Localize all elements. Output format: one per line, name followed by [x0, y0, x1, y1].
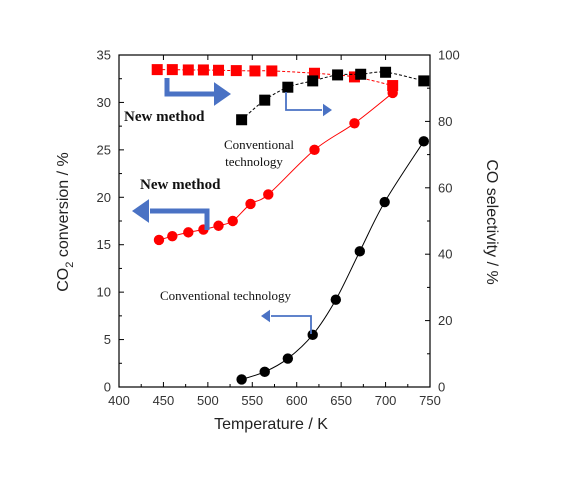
arrows-layer — [132, 78, 332, 334]
y-right-tick-label: 20 — [438, 313, 452, 328]
y-left-title-co: CO — [55, 268, 72, 292]
arrow-new-method-top-shaft — [164, 78, 214, 97]
annotation-conventional-top-line1: Conventional — [224, 137, 294, 152]
y-right-tick-label: 0 — [438, 380, 445, 395]
data-point — [387, 80, 399, 92]
y-right-tick-label: 80 — [438, 114, 452, 129]
data-point — [330, 294, 342, 305]
data-point — [230, 65, 242, 77]
y-right-tick-label: 40 — [438, 247, 452, 262]
y-left-tick-label: 25 — [97, 142, 111, 157]
y-right-axis-title: CO selectivity / % — [483, 159, 500, 284]
y-left-tick-label: 30 — [97, 95, 111, 110]
data-point — [197, 64, 209, 76]
data-point — [348, 71, 360, 83]
y-left-tick-label: 20 — [97, 190, 111, 205]
data-point — [259, 94, 271, 106]
annotation-conventional-bottom: Conventional technology — [160, 288, 292, 303]
data-point — [379, 196, 390, 208]
y-left-tick-label: 0 — [104, 380, 111, 395]
data-point — [307, 75, 319, 87]
data-point — [307, 329, 318, 341]
data-point — [236, 114, 248, 126]
y-right-tick-label: 100 — [438, 48, 460, 63]
data-point — [166, 64, 178, 76]
data-point — [213, 64, 225, 76]
x-tick-label: 400 — [108, 393, 130, 408]
arrow-new-method-middle-head — [132, 199, 149, 223]
arrow-conventional-bottom-head — [261, 309, 270, 323]
plot-frame — [118, 54, 431, 388]
data-point — [309, 144, 320, 156]
x-tick-label: 600 — [286, 393, 308, 408]
arrow-new-method-top-head — [214, 82, 231, 106]
series-2 — [151, 64, 399, 92]
x-axis-title: Temperature / K — [214, 416, 328, 433]
data-point — [380, 66, 392, 78]
y-left-title-subscript: 2 — [64, 262, 76, 268]
data-point — [213, 220, 224, 231]
y-left-tick-label: 10 — [97, 285, 111, 300]
data-point — [332, 69, 344, 81]
data-point — [308, 67, 320, 79]
annotation-new-method-middle: New method — [140, 177, 221, 193]
data-point — [354, 246, 366, 257]
data-point — [153, 234, 165, 246]
data-point — [418, 136, 429, 147]
y-right-tick-label: 60 — [438, 180, 452, 195]
annotation-new-method-top: New method — [124, 109, 205, 125]
axes-layer: 400 450 500 550 600 650 700 7500510152025303502… — [97, 48, 460, 409]
y-left-tick-label: 35 — [97, 48, 111, 63]
data-point — [236, 374, 247, 385]
data-point — [151, 64, 163, 76]
arrow-conventional-top-head — [323, 103, 332, 117]
arrow-conventional-bottom-shaft — [271, 315, 312, 334]
arrow-conventional-top-shaft — [285, 92, 322, 111]
data-point — [418, 75, 430, 87]
x-tick-label: 450 — [153, 393, 175, 408]
y-left-tick-label: 5 — [104, 332, 111, 347]
data-point — [266, 65, 278, 77]
data-point — [259, 366, 270, 378]
y-left-title-rest: conversion / % — [55, 152, 72, 261]
data-point — [263, 189, 274, 200]
data-point — [227, 215, 238, 227]
series-1 — [153, 87, 398, 246]
x-tick-label: 550 — [241, 393, 263, 408]
data-point — [183, 227, 194, 238]
data-point — [282, 353, 294, 364]
x-tick-label: 650 — [330, 393, 352, 408]
series-4 — [236, 66, 430, 126]
data-point — [167, 230, 178, 242]
data-point — [245, 198, 256, 210]
annotation-conventional-top-line2: technology — [225, 154, 283, 169]
data-point — [182, 64, 194, 76]
series-3 — [236, 136, 429, 385]
y-left-tick-label: 15 — [97, 237, 111, 252]
plot-layer — [151, 64, 430, 385]
x-tick-label: 700 — [375, 393, 397, 408]
data-point — [355, 68, 367, 80]
series-line — [241, 141, 425, 380]
arrow-new-method-middle-shaft — [150, 208, 210, 230]
data-point — [282, 81, 294, 93]
x-tick-label: 750 — [419, 393, 441, 408]
x-tick-label: 500 — [197, 393, 219, 408]
data-point — [349, 118, 360, 129]
y-left-axis-title: CO2 conversion / % — [55, 152, 76, 292]
data-point — [249, 65, 261, 77]
